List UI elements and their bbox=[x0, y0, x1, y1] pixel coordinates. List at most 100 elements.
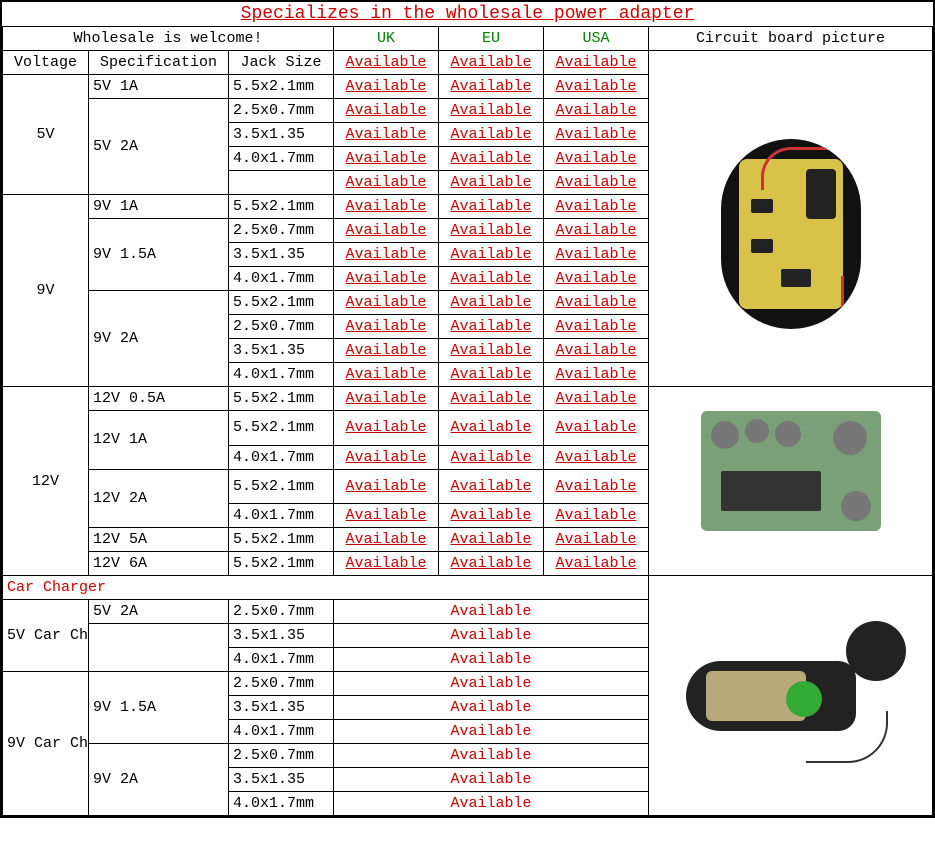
col-voltage: Voltage bbox=[3, 51, 89, 75]
cell-available: Available bbox=[544, 123, 649, 147]
cell-available: Available bbox=[439, 75, 544, 99]
spec-cell: 5V 2A bbox=[89, 99, 229, 195]
cell-available: Available bbox=[439, 51, 544, 75]
jack-cell: 3.5x1.35 bbox=[229, 624, 334, 648]
voltage-cell: 9V Car Charger bbox=[3, 672, 89, 816]
cell-available: Available bbox=[334, 291, 439, 315]
car-charger-header: Car Charger bbox=[3, 576, 649, 600]
subheader-left: Wholesale is welcome! bbox=[3, 27, 334, 51]
cell-available: Available bbox=[334, 768, 649, 792]
cell-available: Available bbox=[439, 171, 544, 195]
spec-cell: 9V 2A bbox=[89, 291, 229, 387]
cell-available: Available bbox=[439, 291, 544, 315]
spec-cell: 12V 6A bbox=[89, 552, 229, 576]
cell-available: Available bbox=[544, 315, 649, 339]
cell-available: Available bbox=[334, 51, 439, 75]
cell-available: Available bbox=[334, 552, 439, 576]
jack-cell: 5.5x2.1mm bbox=[229, 195, 334, 219]
table-row: 12V 12V 0.5A 5.5x2.1mm Available Availab… bbox=[3, 387, 933, 411]
cell-available: Available bbox=[544, 243, 649, 267]
cell-available: Available bbox=[334, 315, 439, 339]
cell-available: Available bbox=[439, 528, 544, 552]
cell-available: Available bbox=[334, 720, 649, 744]
picture-cell-2 bbox=[649, 387, 933, 576]
cell-available: Available bbox=[334, 243, 439, 267]
cell-available: Available bbox=[439, 552, 544, 576]
jack-cell: 4.0x1.7mm bbox=[229, 648, 334, 672]
cell-available: Available bbox=[334, 99, 439, 123]
cell-available: Available bbox=[439, 315, 544, 339]
cell-available: Available bbox=[544, 552, 649, 576]
cell-available: Available bbox=[439, 387, 544, 411]
voltage-cell: 5V Car Charger bbox=[3, 600, 89, 672]
title-row: Specializes in the wholesale power adapt… bbox=[3, 2, 933, 27]
cell-available: Available bbox=[334, 267, 439, 291]
cell-available: Available bbox=[544, 469, 649, 504]
col-spec: Specification bbox=[89, 51, 229, 75]
jack-cell: 2.5x0.7mm bbox=[229, 600, 334, 624]
circuit-board-illustration-1 bbox=[676, 139, 906, 299]
jack-cell: 2.5x0.7mm bbox=[229, 99, 334, 123]
cell-available: Available bbox=[439, 99, 544, 123]
jack-cell: 5.5x2.1mm bbox=[229, 411, 334, 446]
cell-available: Available bbox=[439, 363, 544, 387]
cell-available: Available bbox=[439, 219, 544, 243]
cell-available: Available bbox=[439, 147, 544, 171]
cell-available: Available bbox=[334, 387, 439, 411]
cell-available: Available bbox=[334, 648, 649, 672]
car-charger-header-row: Car Charger bbox=[3, 576, 933, 600]
cell-available: Available bbox=[544, 51, 649, 75]
jack-cell: 5.5x2.1mm bbox=[229, 75, 334, 99]
spec-cell: 12V 0.5A bbox=[89, 387, 229, 411]
cell-available: Available bbox=[334, 504, 439, 528]
cell-available: Available bbox=[544, 504, 649, 528]
jack-cell: 2.5x0.7mm bbox=[229, 672, 334, 696]
cell-available: Available bbox=[334, 411, 439, 446]
cell-available: Available bbox=[439, 339, 544, 363]
cell-available: Available bbox=[334, 792, 649, 816]
cell-available: Available bbox=[334, 123, 439, 147]
cell-available: Available bbox=[334, 219, 439, 243]
cell-available: Available bbox=[544, 75, 649, 99]
header-picture: Circuit board picture bbox=[649, 27, 933, 51]
spec-cell: 5V 1A bbox=[89, 75, 229, 99]
spec-cell: 12V 1A bbox=[89, 411, 229, 470]
cell-available: Available bbox=[439, 243, 544, 267]
cell-available: Available bbox=[334, 445, 439, 469]
cell-available: Available bbox=[334, 75, 439, 99]
spec-cell bbox=[89, 624, 229, 672]
cell-available: Available bbox=[334, 528, 439, 552]
jack-cell: 3.5x1.35 bbox=[229, 243, 334, 267]
header-eu: EU bbox=[439, 27, 544, 51]
cell-available: Available bbox=[334, 600, 649, 624]
cell-available: Available bbox=[439, 123, 544, 147]
jack-cell: 4.0x1.7mm bbox=[229, 445, 334, 469]
spec-cell: 9V 1A bbox=[89, 195, 229, 219]
page-title: Specializes in the wholesale power adapt… bbox=[3, 2, 933, 27]
cell-available: Available bbox=[439, 267, 544, 291]
spec-cell: 9V 2A bbox=[89, 744, 229, 816]
jack-cell: 3.5x1.35 bbox=[229, 123, 334, 147]
cell-available: Available bbox=[439, 195, 544, 219]
jack-cell: 4.0x1.7mm bbox=[229, 792, 334, 816]
jack-cell: 5.5x2.1mm bbox=[229, 528, 334, 552]
header-uk: UK bbox=[334, 27, 439, 51]
jack-cell: 5.5x2.1mm bbox=[229, 469, 334, 504]
jack-cell: 5.5x2.1mm bbox=[229, 552, 334, 576]
jack-cell: 5.5x2.1mm bbox=[229, 291, 334, 315]
cell-available: Available bbox=[439, 411, 544, 446]
spec-cell: 5V 2A bbox=[89, 600, 229, 624]
jack-cell: 3.5x1.35 bbox=[229, 696, 334, 720]
cell-available: Available bbox=[334, 171, 439, 195]
picture-cell-3 bbox=[649, 576, 933, 816]
cell-available: Available bbox=[439, 445, 544, 469]
cell-available: Available bbox=[544, 219, 649, 243]
jack-cell: 2.5x0.7mm bbox=[229, 219, 334, 243]
cell-available: Available bbox=[544, 267, 649, 291]
cell-available: Available bbox=[334, 624, 649, 648]
spec-cell: 12V 2A bbox=[89, 469, 229, 528]
jack-cell bbox=[229, 171, 334, 195]
jack-cell: 4.0x1.7mm bbox=[229, 363, 334, 387]
cell-available: Available bbox=[544, 195, 649, 219]
jack-cell: 2.5x0.7mm bbox=[229, 744, 334, 768]
